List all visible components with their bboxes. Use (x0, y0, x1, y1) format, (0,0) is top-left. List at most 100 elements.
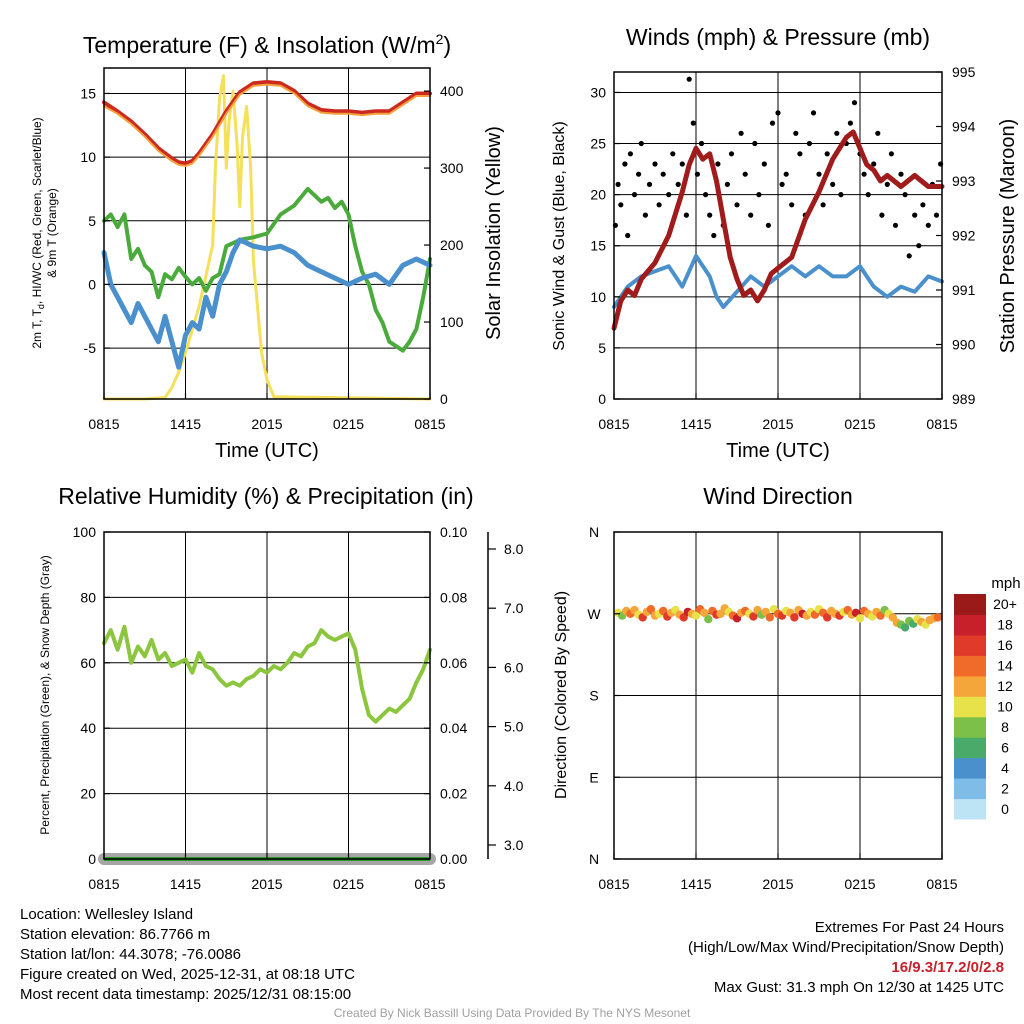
snow-depth-ytick-label: 8.0 (504, 541, 524, 557)
gust-point (686, 76, 692, 82)
gust-point (830, 181, 836, 187)
pressure-line (611, 129, 945, 331)
wind-x-axis-label: Time (UTC) (726, 440, 830, 462)
gust-point (618, 202, 624, 208)
direction-xtick-label: 0815 (926, 876, 957, 892)
wind-ytick-label: 0 (598, 391, 606, 407)
extremes-description: (High/Low/Max Wind/Precipitation/Snow De… (688, 939, 1004, 956)
temperature-ytick-label: 15 (80, 85, 96, 101)
humidity-ytick-label: 20 (80, 786, 96, 802)
gust-point (703, 192, 709, 198)
humidity-panel-title: Relative Humidity (%) & Precipitation (i… (58, 483, 473, 509)
insolation-ytick-label: 200 (440, 237, 464, 253)
colorbar-label: 10 (997, 699, 1013, 715)
max-gust: Max Gust: 31.3 mph On 12/30 at 1425 UTC (713, 979, 1004, 996)
gust-point (902, 192, 908, 198)
temperature-xtick-label: 0815 (88, 416, 119, 432)
temperature-9m-line (103, 83, 431, 167)
snow-depth-ytick-label: 6.0 (504, 659, 524, 675)
gust-point (734, 202, 740, 208)
insolation-ytick-label: 300 (440, 160, 464, 176)
wind-direction-panel: Wind Direction 0815 1415 2015 0215 0815 N E S W N… (553, 483, 1021, 892)
direction-point (900, 623, 910, 632)
gust-point (636, 171, 642, 177)
temperature-y-axis-label-line2: & 9m T (Orange) (45, 188, 59, 278)
gust-point (916, 243, 922, 249)
pressure-ytick-label: 995 (952, 64, 976, 80)
temperature-xtick-label: 1415 (170, 416, 201, 432)
precipitation-ytick-label: 0.00 (440, 851, 467, 867)
colorbar-label: 18 (997, 617, 1013, 633)
pressure-ytick-label: 993 (952, 173, 976, 189)
direction-point (749, 612, 758, 621)
gust-point (847, 120, 854, 126)
temperature-ytick-label: 5 (88, 213, 96, 229)
wind-ytick-label: 20 (590, 187, 606, 203)
gust-point (765, 222, 772, 228)
station-elevation: Station elevation: 86.7766 m (20, 926, 211, 943)
extremes-values: 16/9.3/17.2/0/2.8 (891, 959, 1004, 976)
gust-point (761, 161, 767, 167)
direction-xtick-label: 0215 (844, 876, 875, 892)
gust-point (888, 151, 895, 157)
wind-xtick-label: 2015 (762, 416, 793, 432)
gust-point (670, 151, 676, 157)
wind-ytick-label: 15 (590, 238, 606, 254)
gust-point (752, 140, 758, 147)
humidity-xtick-label: 0815 (414, 876, 445, 892)
gust-point (748, 212, 754, 218)
wind-xtick-label: 0815 (926, 416, 957, 432)
gust-point (683, 212, 690, 218)
humidity-ytick-label: 40 (80, 720, 96, 736)
wind-pressure-panel: Winds (mph) & Pressure (mb) 0815 1415 2015… (551, 24, 1019, 462)
colorbar-swatch (954, 757, 986, 779)
direction-point (790, 613, 799, 622)
gust-point (783, 171, 789, 177)
colorbar-swatch (954, 675, 986, 697)
direction-point (855, 614, 865, 623)
gust-point (638, 140, 644, 147)
gust-point (884, 181, 890, 187)
colorbar-title: mph (991, 575, 1020, 592)
gust-point (707, 212, 713, 218)
temperature-ytick-label: -5 (84, 340, 97, 356)
station-info: Location: Wellesley Island Station eleva… (20, 905, 355, 1005)
direction-ytick-label: N (589, 524, 599, 540)
pressure-ytick-label: 990 (952, 337, 976, 353)
wind-xtick-label: 0215 (844, 416, 875, 432)
gust-point (871, 161, 877, 167)
gust-point (920, 202, 926, 208)
gust-point (694, 171, 701, 177)
pressure-y-axis-label: Station Pressure (Maroon) (997, 119, 1019, 354)
temperature-y-axis-label: 2m T, Td, HI/WC (Red, Green, Scarlet/Blu… (30, 117, 46, 348)
colorbar-swatch (954, 655, 986, 677)
wind-direction-panel-title: Wind Direction (703, 483, 853, 509)
colorbar-label: 16 (997, 637, 1013, 653)
gust-point (879, 212, 885, 218)
gust-point (627, 151, 634, 157)
direction-point (933, 613, 943, 622)
gust-point (898, 171, 904, 177)
direction-point (823, 613, 832, 622)
direction-ytick-label: W (587, 606, 601, 622)
humidity-xtick-label: 0215 (333, 876, 364, 892)
wind-pressure-panel-title: Winds (mph) & Pressure (mb) (626, 24, 930, 50)
insolation-ytick-label: 400 (440, 83, 464, 99)
gust-point (660, 171, 666, 177)
gust-point (631, 192, 638, 198)
gust-point (738, 130, 744, 136)
direction-point (765, 613, 774, 622)
insolation-y-axis-label: Solar Insolation (Yellow) (483, 126, 505, 340)
direction-point (646, 605, 656, 614)
temperature-ytick-label: 0 (88, 276, 96, 292)
humidity-xtick-label: 0815 (88, 876, 119, 892)
gust-point (779, 181, 785, 187)
precipitation-ytick-label: 0.04 (440, 720, 467, 736)
gust-point (851, 100, 858, 106)
wind-ytick-label: 30 (590, 84, 606, 100)
gust-point (834, 130, 840, 136)
windchill-line (101, 237, 433, 370)
gust-point (646, 181, 653, 187)
gust-point (679, 161, 685, 167)
